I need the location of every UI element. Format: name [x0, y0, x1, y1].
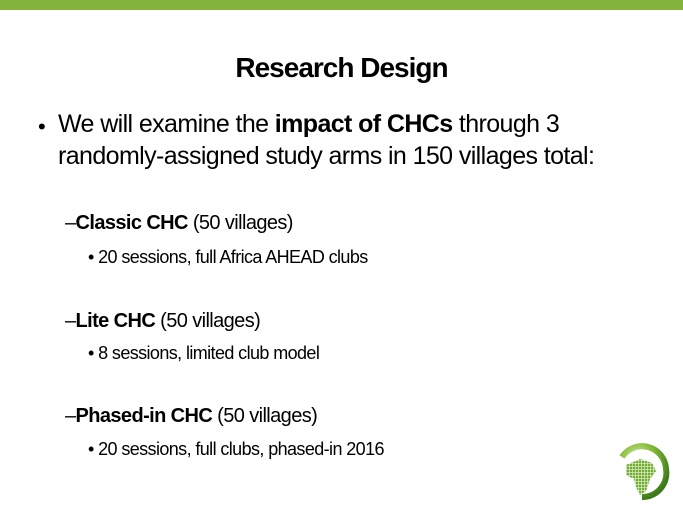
intro-line-2: randomly-assigned study arms in 150 vill… [58, 142, 595, 170]
arm-phased-detail: • 20 sessions, full clubs, phased-in 201… [88, 439, 385, 459]
globe-logo-icon [619, 443, 670, 501]
accent-bar [0, 0, 683, 10]
intro-line-1: We will examine the impact of CHCs throu… [58, 110, 560, 138]
arm-classic: –Classic CHC (50 villages) [65, 212, 293, 234]
arm-phased: –Phased-in CHC (50 villages) [65, 405, 318, 427]
arm-lite: –Lite CHC (50 villages) [65, 310, 261, 332]
slide-title: Research Design [235, 52, 448, 83]
bullet-icon: • [38, 114, 46, 139]
arm-classic-detail: • 20 sessions, full Africa AHEAD clubs [88, 247, 368, 267]
arm-lite-detail: • 8 sessions, limited club model [88, 343, 320, 363]
